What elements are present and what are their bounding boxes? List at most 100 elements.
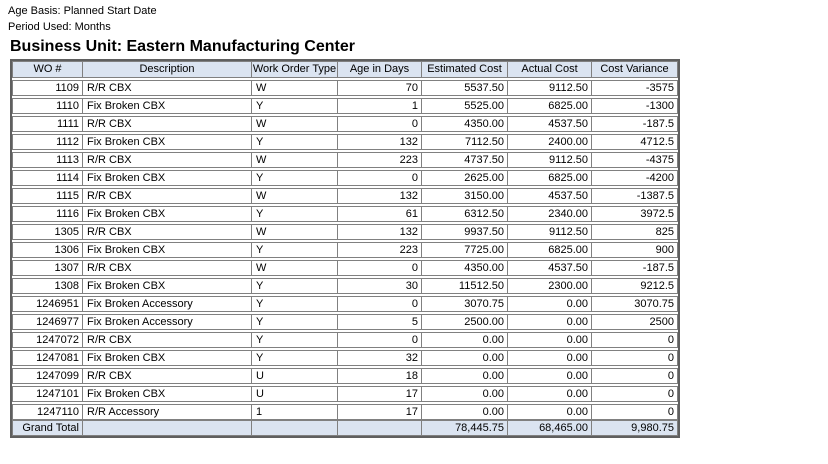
- cell-actual-cost: 9112.50: [508, 225, 591, 239]
- cell-age-in-days: 0: [338, 117, 421, 131]
- cell-wo-number: 1111: [13, 117, 82, 131]
- cell-description: Fix Broken CBX: [83, 99, 251, 113]
- cell-description: Fix Broken CBX: [83, 243, 251, 257]
- cell-estimated-cost: 0.00: [422, 387, 507, 401]
- cell-estimated-cost: 4350.00: [422, 117, 507, 131]
- cell-cost-variance: 3972.5: [592, 207, 677, 221]
- grand-total-cost-variance: 9,980.75: [592, 421, 677, 435]
- cell-work-order-type: W: [252, 117, 337, 131]
- table-row: 1110 Fix Broken CBX Y 1 5525.00 6825.00 -1300: [12, 98, 678, 114]
- grand-total-type: [252, 421, 337, 435]
- cell-cost-variance: -3575: [592, 81, 677, 95]
- cell-cost-variance: 3070.75: [592, 297, 677, 311]
- cell-estimated-cost: 2625.00: [422, 171, 507, 185]
- cell-estimated-cost: 0.00: [422, 369, 507, 383]
- cell-cost-variance: -4200: [592, 171, 677, 185]
- cell-wo-number: 1246977: [13, 315, 82, 329]
- cell-cost-variance: 9212.5: [592, 279, 677, 293]
- cell-work-order-type: W: [252, 261, 337, 275]
- cell-actual-cost: 4537.50: [508, 261, 591, 275]
- cell-estimated-cost: 11512.50: [422, 279, 507, 293]
- cell-wo-number: 1115: [13, 189, 82, 203]
- table-row: 1246951 Fix Broken Accessory Y 0 3070.75 0.00…: [12, 296, 678, 312]
- cell-cost-variance: -1300: [592, 99, 677, 113]
- cell-actual-cost: 0.00: [508, 351, 591, 365]
- cell-description: R/R CBX: [83, 225, 251, 239]
- grand-total-label: Grand Total: [13, 421, 82, 435]
- table-row: 1305 R/R CBX W 132 9937.50 9112.50 825: [12, 224, 678, 240]
- cell-description: R/R CBX: [83, 189, 251, 203]
- cell-cost-variance: 0: [592, 405, 677, 419]
- cell-age-in-days: 5: [338, 315, 421, 329]
- cell-estimated-cost: 5537.50: [422, 81, 507, 95]
- cell-estimated-cost: 4737.50: [422, 153, 507, 167]
- column-header-estimated-cost: Estimated Cost: [422, 62, 507, 77]
- cell-wo-number: 1246951: [13, 297, 82, 311]
- cell-age-in-days: 30: [338, 279, 421, 293]
- cell-work-order-type: U: [252, 387, 337, 401]
- cell-actual-cost: 0.00: [508, 333, 591, 347]
- cell-wo-number: 1116: [13, 207, 82, 221]
- cell-wo-number: 1114: [13, 171, 82, 185]
- cell-estimated-cost: 0.00: [422, 333, 507, 347]
- cell-cost-variance: 0: [592, 369, 677, 383]
- cell-age-in-days: 223: [338, 243, 421, 257]
- cell-actual-cost: 9112.50: [508, 153, 591, 167]
- cell-wo-number: 1113: [13, 153, 82, 167]
- cell-actual-cost: 2400.00: [508, 135, 591, 149]
- cell-description: R/R CBX: [83, 153, 251, 167]
- column-header-actual-cost: Actual Cost: [508, 62, 591, 77]
- cell-description: Fix Broken Accessory: [83, 297, 251, 311]
- cell-description: Fix Broken Accessory: [83, 315, 251, 329]
- cell-age-in-days: 32: [338, 351, 421, 365]
- table-row: 1246977 Fix Broken Accessory Y 5 2500.00 0.00…: [12, 314, 678, 330]
- grand-total-actual-cost: 68,465.00: [508, 421, 591, 435]
- cell-description: R/R CBX: [83, 333, 251, 347]
- cell-cost-variance: 4712.5: [592, 135, 677, 149]
- cell-cost-variance: -1387.5: [592, 189, 677, 203]
- cell-age-in-days: 0: [338, 261, 421, 275]
- cell-age-in-days: 61: [338, 207, 421, 221]
- column-header-wo-number: WO #: [13, 62, 82, 77]
- cell-wo-number: 1305: [13, 225, 82, 239]
- cell-work-order-type: 1: [252, 405, 337, 419]
- cell-work-order-type: W: [252, 225, 337, 239]
- table-row: 1113 R/R CBX W 223 4737.50 9112.50 -4375: [12, 152, 678, 168]
- column-header-age-in-days: Age in Days: [338, 62, 421, 77]
- cell-estimated-cost: 4350.00: [422, 261, 507, 275]
- cell-cost-variance: 0: [592, 387, 677, 401]
- cell-description: Fix Broken CBX: [83, 207, 251, 221]
- cell-estimated-cost: 6312.50: [422, 207, 507, 221]
- cell-description: Fix Broken CBX: [83, 279, 251, 293]
- cell-age-in-days: 17: [338, 387, 421, 401]
- cell-age-in-days: 18: [338, 369, 421, 383]
- table-row: 1247081 Fix Broken CBX Y 32 0.00 0.00 0: [12, 350, 678, 366]
- cell-description: Fix Broken CBX: [83, 171, 251, 185]
- cell-estimated-cost: 7725.00: [422, 243, 507, 257]
- cell-actual-cost: 0.00: [508, 297, 591, 311]
- cell-wo-number: 1112: [13, 135, 82, 149]
- cell-cost-variance: -187.5: [592, 261, 677, 275]
- cell-work-order-type: Y: [252, 315, 337, 329]
- cell-work-order-type: Y: [252, 207, 337, 221]
- cell-actual-cost: 6825.00: [508, 99, 591, 113]
- table-row: 1111 R/R CBX W 0 4350.00 4537.50 -187.5: [12, 116, 678, 132]
- cell-description: R/R CBX: [83, 117, 251, 131]
- cell-actual-cost: 0.00: [508, 405, 591, 419]
- cell-work-order-type: Y: [252, 351, 337, 365]
- cell-cost-variance: 0: [592, 333, 677, 347]
- table-row: 1115 R/R CBX W 132 3150.00 4537.50 -1387.5: [12, 188, 678, 204]
- cell-age-in-days: 17: [338, 405, 421, 419]
- cell-work-order-type: U: [252, 369, 337, 383]
- cell-cost-variance: 0: [592, 351, 677, 365]
- cell-actual-cost: 4537.50: [508, 117, 591, 131]
- cell-description: Fix Broken CBX: [83, 387, 251, 401]
- page-title: Business Unit: Eastern Manufacturing Cen…: [10, 38, 355, 55]
- grand-total-age: [338, 421, 421, 435]
- cell-actual-cost: 0.00: [508, 315, 591, 329]
- cell-age-in-days: 223: [338, 153, 421, 167]
- table-row: 1247110 R/R Accessory 1 17 0.00 0.00 0: [12, 404, 678, 420]
- period-used-label: Period Used: Months: [8, 21, 111, 33]
- cell-work-order-type: Y: [252, 279, 337, 293]
- cell-estimated-cost: 0.00: [422, 405, 507, 419]
